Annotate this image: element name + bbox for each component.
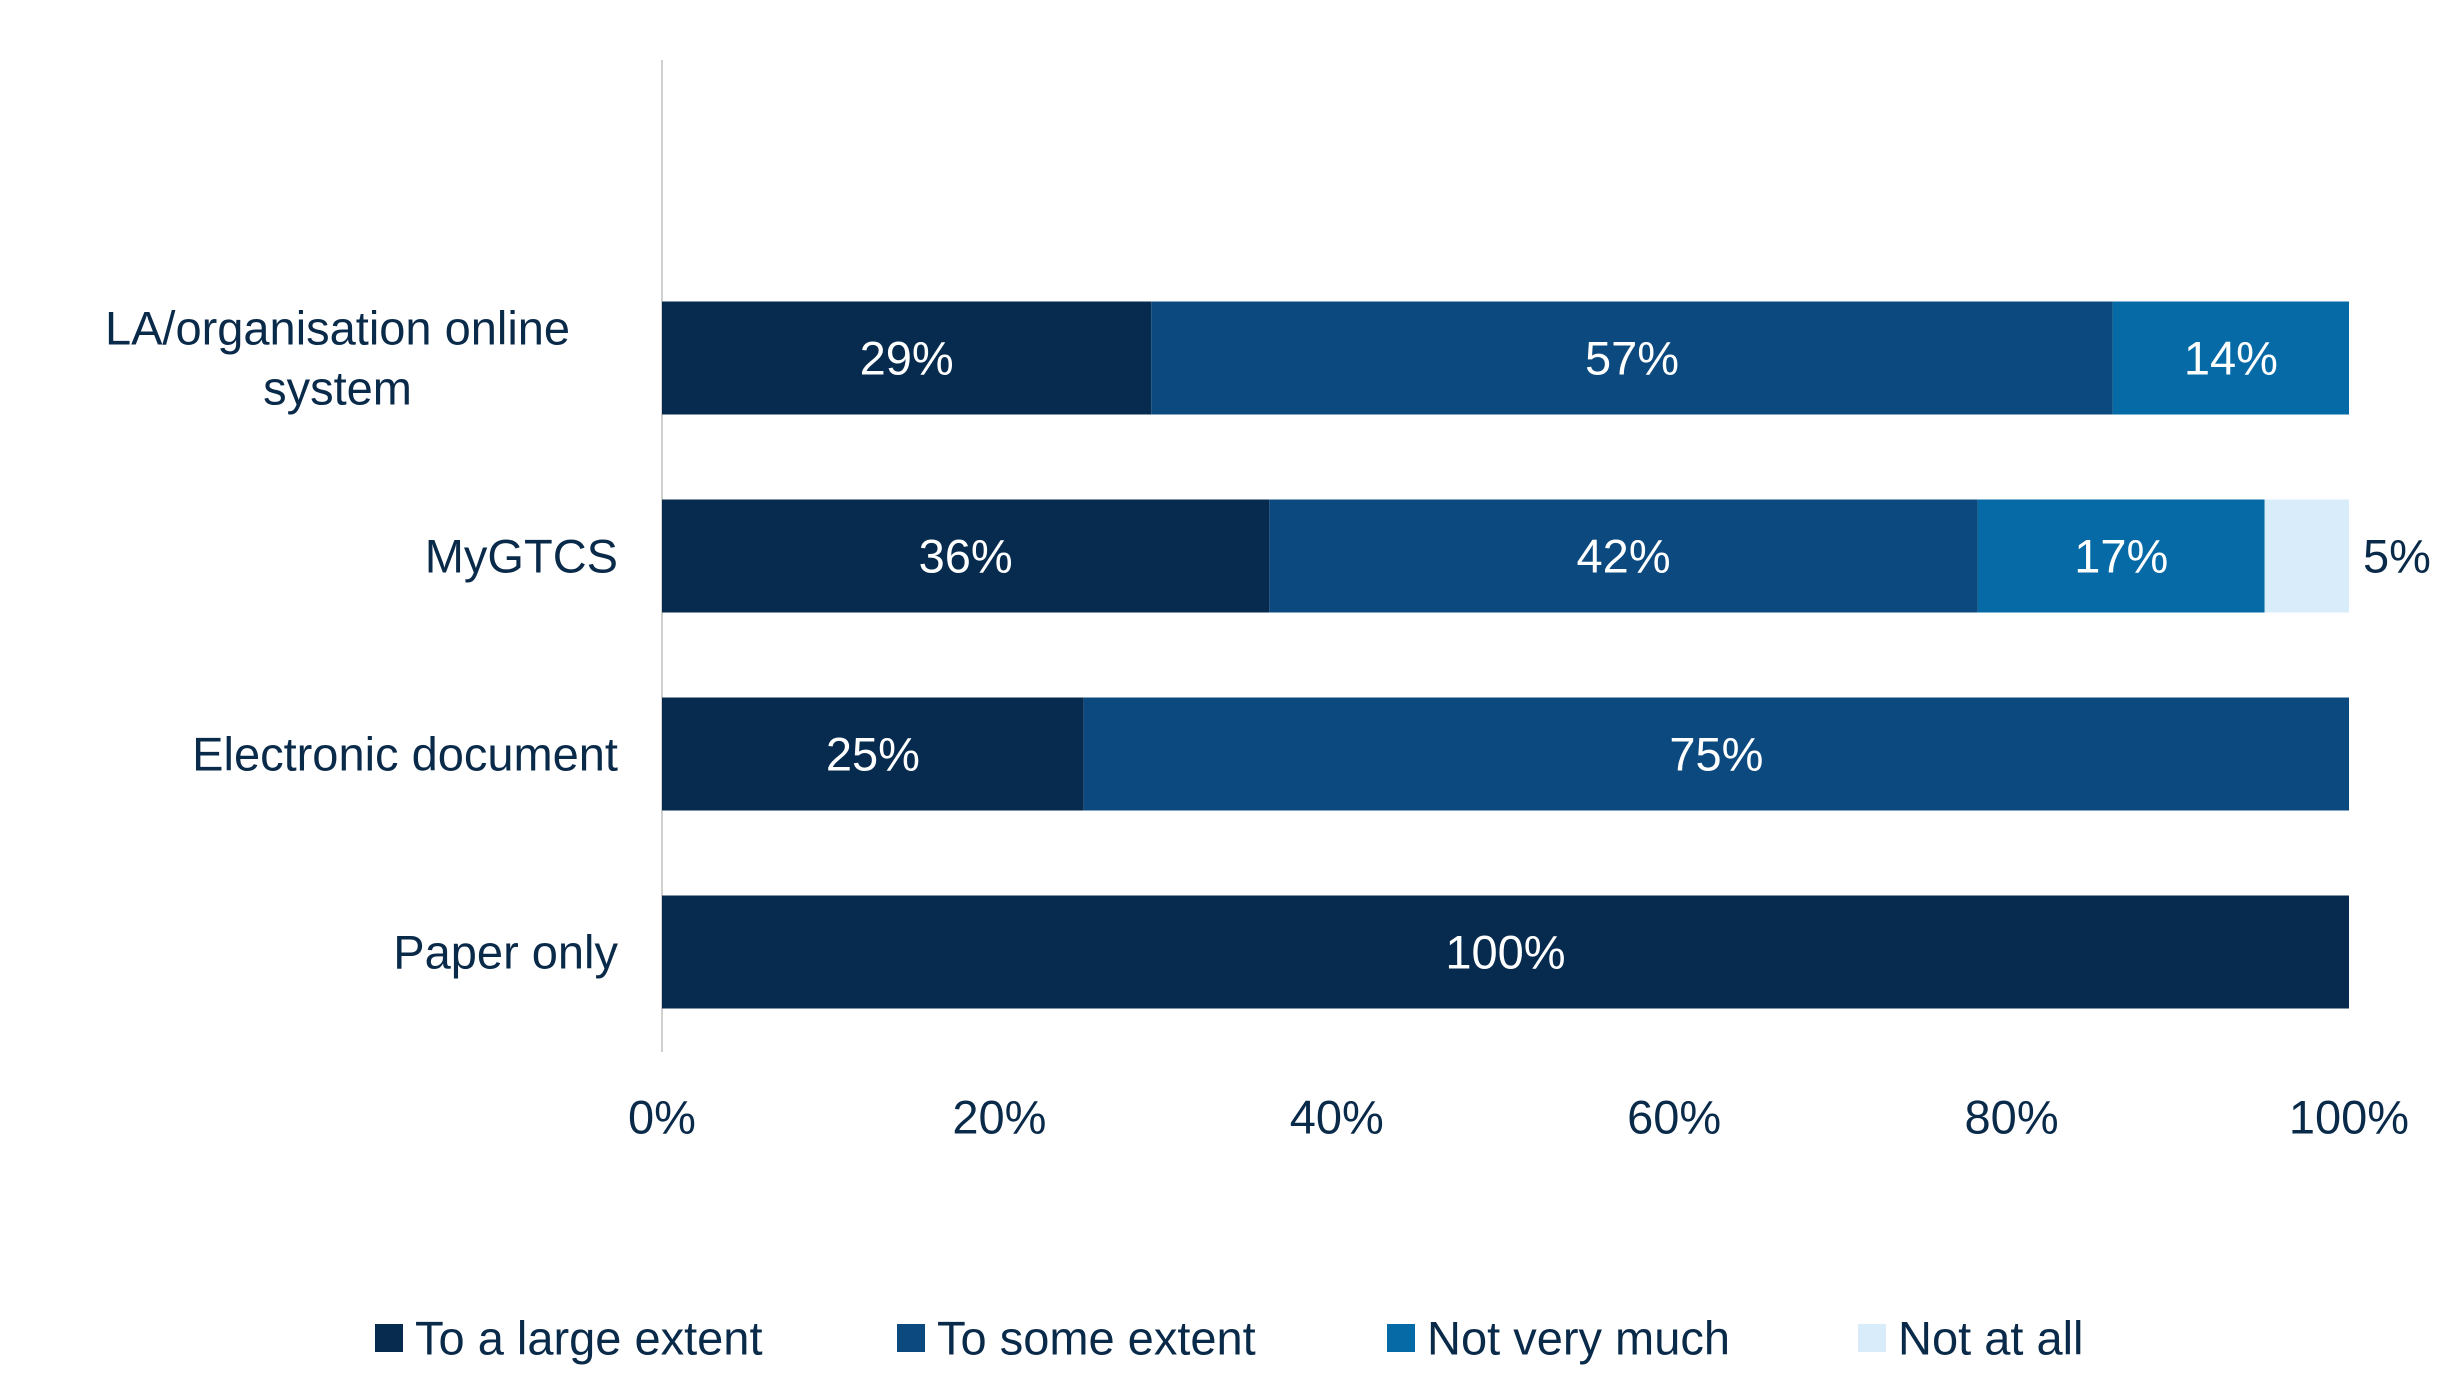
bar-segment <box>662 301 1152 415</box>
category-labels: LA/organisation online system MyGTCS Electr… <box>105 302 619 979</box>
bar-segment <box>662 697 1084 811</box>
legend-item: Not very much <box>1387 1312 1730 1365</box>
bar-segment <box>1977 499 2265 613</box>
x-tick-label: 40% <box>1290 1091 1384 1144</box>
bar-segment <box>1083 697 2349 811</box>
data-label: 100% <box>1445 926 1565 979</box>
data-label: 57% <box>1585 332 1679 385</box>
data-label: 75% <box>1669 728 1763 781</box>
data-label: 5% <box>2363 530 2431 583</box>
bar-segment <box>662 499 1270 613</box>
legend-swatch <box>1858 1324 1886 1352</box>
bar-segment <box>2264 499 2349 613</box>
x-tick-label: 20% <box>952 1091 1046 1144</box>
data-label: 14% <box>2184 332 2278 385</box>
data-label: 36% <box>919 530 1013 583</box>
x-tick-label: 80% <box>1965 1091 2059 1144</box>
legend-item: To some extent <box>897 1312 1256 1365</box>
data-label: 42% <box>1577 530 1671 583</box>
legend-label: Not at all <box>1898 1312 2083 1365</box>
bar-segment <box>1151 301 2113 415</box>
legend-swatch <box>897 1324 925 1352</box>
legend-label: To some extent <box>937 1312 1256 1365</box>
legend-item: To a large extent <box>375 1312 763 1365</box>
x-tick-label: 0% <box>628 1091 696 1144</box>
category-label: Paper only <box>393 926 618 979</box>
bar-segment <box>662 895 2349 1009</box>
legend-label: Not very much <box>1427 1312 1730 1365</box>
category-label: MyGTCS <box>425 530 618 583</box>
data-label: 17% <box>2074 530 2168 583</box>
x-axis-ticks: 0% 20% 40% 60% 80% 100% <box>628 1091 2409 1144</box>
x-tick-label: 60% <box>1627 1091 1721 1144</box>
category-label: Electronic document <box>192 728 618 781</box>
category-label: LA/organisation online system <box>105 302 570 415</box>
data-label: 25% <box>826 728 920 781</box>
legend-swatch <box>1387 1324 1415 1352</box>
bar-segment <box>2112 301 2349 415</box>
legend-label: To a large extent <box>415 1312 763 1365</box>
bar-segment <box>1269 499 1978 613</box>
plot-area: 29% 57% 14% 36% 42% 17% 5% 25% 75% 100% <box>661 60 2431 1052</box>
data-label: 29% <box>860 332 954 385</box>
legend-item: Not at all <box>1858 1312 2083 1365</box>
x-tick-label: 100% <box>2289 1091 2409 1144</box>
legend-swatch <box>375 1324 403 1352</box>
legend: To a large extent To some extent Not very … <box>375 1312 2083 1365</box>
